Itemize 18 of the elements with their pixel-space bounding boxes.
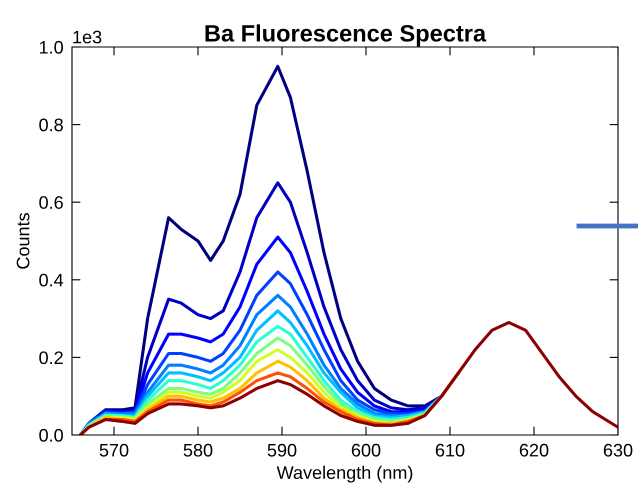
- y-tick-label: 0.6: [39, 196, 63, 209]
- x-tick-label: 620: [520, 444, 548, 457]
- x-tick-label: 610: [436, 444, 464, 457]
- x-axis-title: Wavelength (nm): [276, 466, 412, 483]
- x-tick-label: 600: [352, 444, 380, 457]
- y-tick-label: 0.4: [39, 274, 64, 287]
- y-tick-label: 1.0: [40, 40, 63, 54]
- chart-title: Ba Fluorescence Spectra: [206, 24, 486, 46]
- y-tick-label: 0.8: [39, 118, 63, 132]
- x-tick-label: 570: [100, 444, 128, 457]
- text: 1e3: [73, 30, 102, 44]
- y-tick-label: 0.2: [39, 351, 63, 364]
- y-axis-title: Counts: [16, 213, 30, 269]
- x-tick-label: 630: [604, 444, 632, 457]
- y-tick-label: 0.0: [39, 428, 63, 442]
- x-tick-label: 590: [268, 444, 296, 457]
- x-tick-label: 580: [184, 444, 212, 457]
- line-series: [78, 320, 618, 435]
